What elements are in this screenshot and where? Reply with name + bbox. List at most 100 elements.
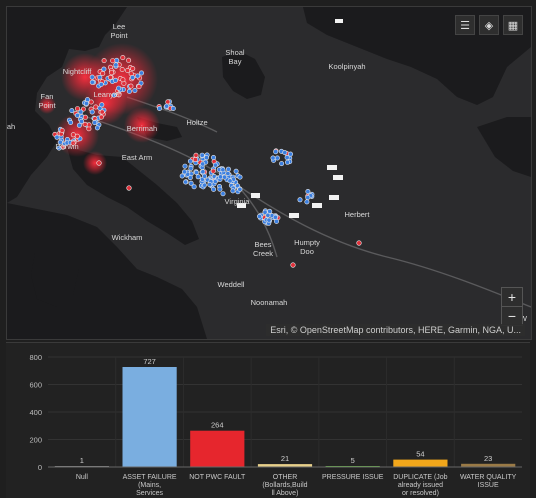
incident-point-blue[interactable] (220, 167, 226, 173)
incident-point-blue[interactable] (262, 209, 268, 215)
incident-point-blue[interactable] (68, 120, 74, 126)
incident-point-blue[interactable] (157, 106, 163, 112)
incident-point-blue[interactable] (113, 62, 119, 68)
incident-point-blue[interactable] (54, 134, 60, 140)
incident-point-blue[interactable] (304, 199, 310, 205)
incident-point-blue[interactable] (266, 217, 272, 223)
incident-point-blue[interactable] (199, 152, 205, 158)
incident-point-blue[interactable] (113, 77, 119, 83)
incident-point-red[interactable] (59, 127, 65, 133)
bar-3[interactable] (257, 464, 313, 467)
bar-6[interactable] (461, 463, 516, 467)
incident-point-blue[interactable] (57, 139, 63, 145)
incident-point-red[interactable] (290, 262, 296, 268)
incident-point-blue[interactable] (130, 75, 136, 81)
incident-point-blue[interactable] (188, 180, 194, 186)
incident-point-blue[interactable] (132, 88, 138, 94)
incident-point-blue[interactable] (200, 161, 206, 167)
incident-point-blue[interactable] (195, 174, 201, 180)
incident-point-blue[interactable] (207, 182, 213, 188)
incident-point-blue[interactable] (188, 165, 194, 171)
incident-point-red[interactable] (98, 114, 104, 120)
incident-point-blue[interactable] (74, 112, 80, 118)
incident-point-blue[interactable] (305, 195, 311, 201)
incident-point-blue[interactable] (98, 81, 104, 87)
incident-point-blue[interactable] (204, 155, 210, 161)
incident-point-red[interactable] (210, 168, 216, 174)
incident-point-blue[interactable] (182, 169, 188, 175)
incident-point-blue[interactable] (273, 149, 279, 155)
incident-point-red[interactable] (136, 84, 142, 90)
incident-point-blue[interactable] (182, 163, 188, 169)
incident-point-red[interactable] (119, 66, 125, 72)
map-canvas[interactable]: LeePointShoalBayKoolpinyahNightcliffLean… (7, 7, 531, 339)
incident-point-blue[interactable] (78, 109, 84, 115)
incident-point-red[interactable] (60, 144, 66, 150)
incident-point-blue[interactable] (211, 155, 217, 161)
bar-1[interactable] (122, 367, 177, 467)
incident-point-blue[interactable] (187, 158, 193, 164)
incident-point-blue[interactable] (179, 173, 185, 179)
incident-point-blue[interactable] (265, 212, 271, 218)
incident-point-blue[interactable] (202, 173, 208, 179)
incident-point-blue[interactable] (227, 178, 233, 184)
incident-point-red[interactable] (125, 67, 131, 73)
incident-point-red[interactable] (88, 99, 94, 105)
incident-point-blue[interactable] (218, 174, 224, 180)
incident-point-red[interactable] (82, 114, 88, 120)
incident-point-red[interactable] (86, 122, 92, 128)
incident-point-blue[interactable] (237, 186, 243, 192)
incident-point-blue[interactable] (233, 168, 239, 174)
incident-point-blue[interactable] (76, 122, 82, 128)
incident-point-blue[interactable] (187, 175, 193, 181)
incident-point-blue[interactable] (230, 188, 236, 194)
incident-point-blue[interactable] (287, 151, 293, 157)
incident-point-blue[interactable] (170, 106, 176, 112)
zoom-out-button[interactable]: − (502, 306, 522, 325)
incident-point-red[interactable] (70, 140, 76, 146)
incident-point-blue[interactable] (225, 166, 231, 172)
incident-point-blue[interactable] (305, 189, 311, 195)
incident-point-blue[interactable] (193, 170, 199, 176)
incident-point-blue[interactable] (69, 108, 75, 114)
incident-point-blue[interactable] (101, 66, 107, 72)
layers-icon[interactable]: ◈ (479, 15, 499, 35)
incident-point-blue[interactable] (282, 150, 288, 156)
incident-point-blue[interactable] (211, 186, 217, 192)
incident-point-blue[interactable] (284, 155, 290, 161)
incident-point-blue[interactable] (220, 191, 226, 197)
incident-point-red[interactable] (110, 58, 116, 64)
incident-point-red[interactable] (107, 74, 113, 80)
incident-point-red[interactable] (120, 77, 126, 83)
incident-point-blue[interactable] (257, 213, 263, 219)
incident-point-blue[interactable] (79, 118, 85, 124)
incident-point-blue[interactable] (111, 92, 117, 98)
incident-point-blue[interactable] (279, 161, 285, 167)
incident-point-blue[interactable] (85, 97, 91, 103)
bar-5[interactable] (393, 459, 448, 467)
incident-point-blue[interactable] (99, 102, 105, 108)
incident-point-blue[interactable] (217, 186, 223, 192)
incident-point-blue[interactable] (225, 171, 231, 177)
incident-point-blue[interactable] (164, 103, 170, 109)
zoom-in-button[interactable]: + (507, 289, 517, 305)
incident-point-red[interactable] (100, 71, 106, 77)
basemap-gallery-icon[interactable]: ▦ (503, 15, 523, 35)
incident-point-blue[interactable] (126, 88, 132, 94)
incident-points[interactable] (52, 55, 362, 268)
incident-point-blue[interactable] (135, 73, 141, 79)
incident-point-blue[interactable] (139, 70, 145, 76)
incident-point-blue[interactable] (297, 197, 303, 203)
incident-point-red[interactable] (74, 133, 80, 139)
incident-point-red[interactable] (192, 157, 198, 163)
list-icon[interactable]: ☰ (455, 15, 475, 35)
map-view[interactable]: Lee Point Shoal Bay Koolpinyah Nightcliff Lean… (6, 6, 532, 340)
incident-point-blue[interactable] (273, 218, 279, 224)
bar-2[interactable] (190, 430, 245, 467)
incident-point-blue[interactable] (92, 120, 98, 126)
incident-point-blue[interactable] (213, 162, 219, 168)
incident-point-blue[interactable] (183, 179, 189, 185)
incident-point-red[interactable] (356, 240, 362, 246)
incident-point-red[interactable] (109, 70, 115, 76)
incident-point-red[interactable] (93, 104, 99, 110)
